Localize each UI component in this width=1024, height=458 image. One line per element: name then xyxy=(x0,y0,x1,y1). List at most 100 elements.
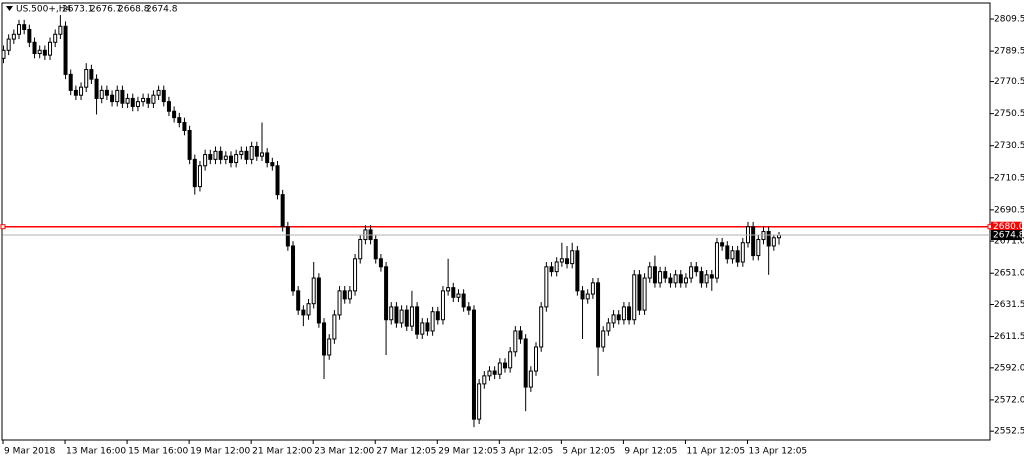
candle-body xyxy=(699,271,704,284)
candle-body xyxy=(48,41,53,56)
candle-body xyxy=(285,226,290,247)
y-tick-label: 2730.5 xyxy=(994,141,1024,151)
candle-body xyxy=(430,311,435,332)
candle-body xyxy=(58,25,63,35)
plot-frame xyxy=(1,2,991,441)
x-tick-label: 27 Mar 12:05 xyxy=(376,447,436,457)
candle-body xyxy=(32,41,37,55)
candle-body xyxy=(394,306,399,324)
candle-body xyxy=(197,165,202,188)
candle-body xyxy=(606,322,611,332)
candle-body xyxy=(751,226,756,257)
header-arrow xyxy=(6,6,13,11)
candle-body xyxy=(213,150,218,160)
candle-body xyxy=(254,146,259,157)
candle-body xyxy=(316,277,321,324)
candle-body xyxy=(735,250,740,263)
level-label-box xyxy=(991,221,1022,232)
candle-body xyxy=(658,271,663,284)
candle-body xyxy=(151,94,156,104)
candle-body xyxy=(482,375,487,385)
candle-body xyxy=(94,78,99,99)
candle-body xyxy=(415,306,420,335)
chart-title: US.500+,H4 xyxy=(16,5,72,15)
candle-body xyxy=(89,69,94,80)
x-tick-label: 29 Mar 12:05 xyxy=(438,447,498,457)
candle-body xyxy=(466,306,471,311)
candle-body xyxy=(559,258,564,263)
candle-body xyxy=(611,314,616,324)
candle-body xyxy=(554,261,559,273)
y-tick-label: 2611.5 xyxy=(994,332,1024,342)
candle-body xyxy=(518,330,523,340)
candle-body xyxy=(678,274,683,284)
x-tick-label: 13 Apr 12:05 xyxy=(748,447,807,457)
candle-body xyxy=(166,101,171,112)
candle-body xyxy=(771,237,776,247)
candle-body xyxy=(311,277,316,305)
candle-body xyxy=(508,351,513,369)
candle-body xyxy=(358,239,363,260)
candle-body xyxy=(73,89,78,96)
x-tick-label: 5 Apr 12:05 xyxy=(562,447,615,457)
candle-body xyxy=(260,152,264,157)
candle-body xyxy=(399,309,404,324)
price-label-box xyxy=(991,230,1022,241)
x-tick-label: 21 Mar 12:00 xyxy=(252,447,312,457)
header-low: 2668.8 xyxy=(118,5,150,15)
candle-body xyxy=(528,370,533,388)
candle-body xyxy=(291,245,296,292)
candle-body xyxy=(627,306,632,321)
candle-body xyxy=(42,49,47,56)
candle-body xyxy=(565,258,570,265)
candle-body xyxy=(177,117,182,123)
candle-body xyxy=(161,89,166,103)
candle-body xyxy=(342,290,347,300)
candle-body xyxy=(440,290,445,321)
candle-body xyxy=(596,282,601,348)
candle-body xyxy=(621,306,626,321)
candle-body xyxy=(730,250,735,260)
candle-body xyxy=(347,290,352,300)
candle-body xyxy=(709,274,714,279)
candle-body xyxy=(502,362,507,369)
candle-body xyxy=(487,370,492,377)
candle-body xyxy=(513,330,518,353)
candle-body xyxy=(187,129,192,160)
y-tick-label: 2592.0 xyxy=(994,363,1024,373)
x-tick-label: 3 Apr 12:05 xyxy=(500,447,553,457)
y-tick-label: 2651.0 xyxy=(994,269,1024,279)
candle-body xyxy=(141,97,146,103)
candle-body xyxy=(146,97,151,104)
candle-body xyxy=(446,287,451,292)
y-tick-label: 2631.5 xyxy=(994,300,1024,310)
candle-body xyxy=(378,258,383,268)
candle-body xyxy=(11,33,16,40)
candle-body xyxy=(632,274,637,321)
header-high: 2676.7 xyxy=(90,5,122,15)
x-tick-label: 11 Apr 12:05 xyxy=(686,447,745,457)
candle-body xyxy=(523,338,528,388)
x-tick-label: 23 Mar 12:00 xyxy=(314,447,374,457)
candle-body xyxy=(280,194,285,228)
candle-body xyxy=(172,110,177,119)
candle-body xyxy=(130,97,135,107)
candle-body xyxy=(435,311,440,321)
candle-body xyxy=(156,89,161,96)
candle-body xyxy=(1,49,6,59)
candle-body xyxy=(570,250,575,265)
candle-body xyxy=(409,306,414,327)
candle-body xyxy=(115,89,120,103)
candle-body xyxy=(663,271,668,279)
candle-body xyxy=(17,24,22,35)
y-tick-label: 2770.5 xyxy=(994,77,1024,87)
price-label: 2674.8 xyxy=(993,231,1024,241)
candle-body xyxy=(389,306,394,321)
candle-body xyxy=(63,25,68,75)
y-tick-label: 2671.0 xyxy=(994,237,1024,247)
candle-body xyxy=(125,97,130,104)
y-tick-label: 2552.5 xyxy=(994,427,1024,437)
candle-body xyxy=(683,277,688,284)
